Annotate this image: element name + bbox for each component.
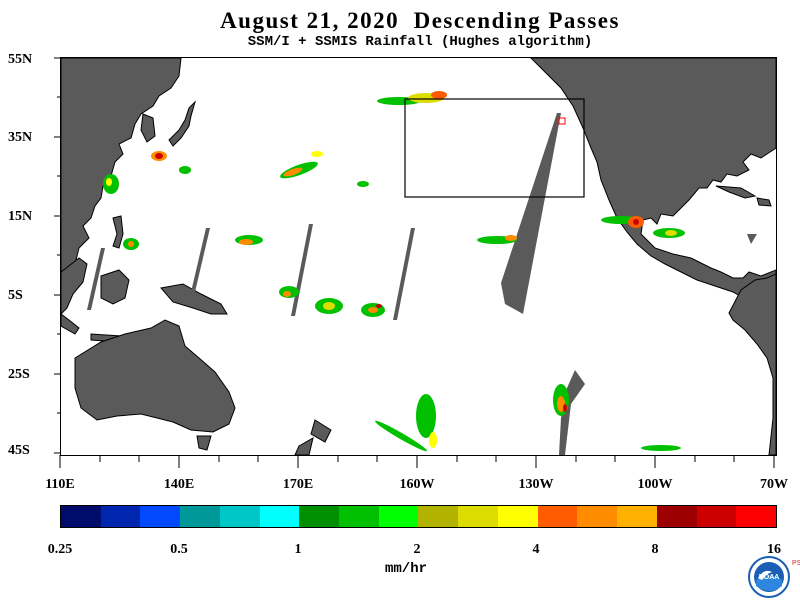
new-guinea-island (160, 283, 228, 315)
colorbar-label-1: 1 (294, 542, 302, 557)
chart-title: August 21, 2020 Descending Passes (220, 8, 620, 33)
colorbar-segment (299, 506, 340, 527)
colorbar-label-2: 2 (413, 542, 421, 557)
region-box (404, 98, 585, 198)
lat-label-5s: 5S (8, 288, 23, 303)
colorbar-segment (100, 506, 141, 527)
lat-label-45s: 45S (8, 443, 30, 458)
lat-label-35n: 35N (8, 130, 33, 145)
colorbar-segment (219, 506, 260, 527)
korea-peninsula (140, 113, 156, 143)
colorbar-segment (458, 506, 498, 527)
colorbar-segment (378, 506, 419, 527)
colorbar-segment (259, 506, 300, 527)
psl-label: PSL (792, 560, 800, 567)
map-canvas (61, 58, 776, 455)
colorbar-label-0-5: 0.5 (170, 542, 188, 557)
lon-label-110e: 110E (45, 477, 75, 492)
japan-islands (168, 100, 197, 147)
south-america-landmass (728, 273, 776, 455)
caribbean-islands (715, 185, 757, 199)
colorbar-segment (696, 506, 737, 527)
rainfall-map (60, 57, 777, 456)
colorbar-segment (418, 506, 459, 527)
colorbar-label-4: 4 (532, 542, 540, 557)
colorbar-segment (61, 506, 101, 527)
colorbar-label-0-25: 0.25 (47, 542, 73, 557)
colorbar-segment (577, 506, 618, 527)
tasmania-island (196, 435, 212, 451)
location-marker (558, 117, 566, 125)
lat-label-55n: 55N (8, 52, 33, 67)
colorbar-segment (339, 506, 379, 527)
chart-subtitle: SSM/I + SSMIS Rainfall (Hughes algorithm… (247, 34, 593, 50)
colorbar-segment (180, 506, 220, 527)
colorbar-segment (656, 506, 697, 527)
colorbar-units: mm/hr (385, 561, 428, 577)
lat-label-15n: 15N (8, 209, 33, 224)
colorbar-segment (140, 506, 181, 527)
lon-label-130w: 130W (518, 477, 554, 492)
noaa-logo-text: NOAA (759, 574, 780, 581)
lon-label-140e: 140E (163, 477, 195, 492)
colorbar-segment (617, 506, 657, 527)
asia-landmass (61, 58, 182, 273)
hispaniola-island (756, 197, 772, 207)
indochina-peninsula (61, 257, 88, 315)
borneo-island (100, 269, 130, 305)
north-america-landmass (530, 58, 776, 301)
lat-label-25s: 25S (8, 367, 30, 382)
colorbar-segment (497, 506, 538, 527)
colorbar-segment (736, 506, 776, 527)
lon-label-170e: 170E (282, 477, 314, 492)
new-zealand-islands (294, 419, 332, 455)
sumatra-island (61, 313, 80, 335)
rainfall-colorbar (60, 505, 777, 528)
colorbar-label-16: 16 (767, 542, 781, 557)
philippines-islands (112, 215, 124, 249)
no-data-swaths (87, 113, 757, 455)
lon-label-160w: 160W (399, 477, 435, 492)
australia-landmass (74, 319, 236, 433)
colorbar-label-8: 8 (651, 542, 659, 557)
lon-label-100w: 100W (637, 477, 673, 492)
lon-label-70w: 70W (760, 477, 788, 492)
rainfall-cells (103, 91, 685, 452)
colorbar-segment (537, 506, 578, 527)
noaa-logo: NOAA (748, 556, 790, 598)
